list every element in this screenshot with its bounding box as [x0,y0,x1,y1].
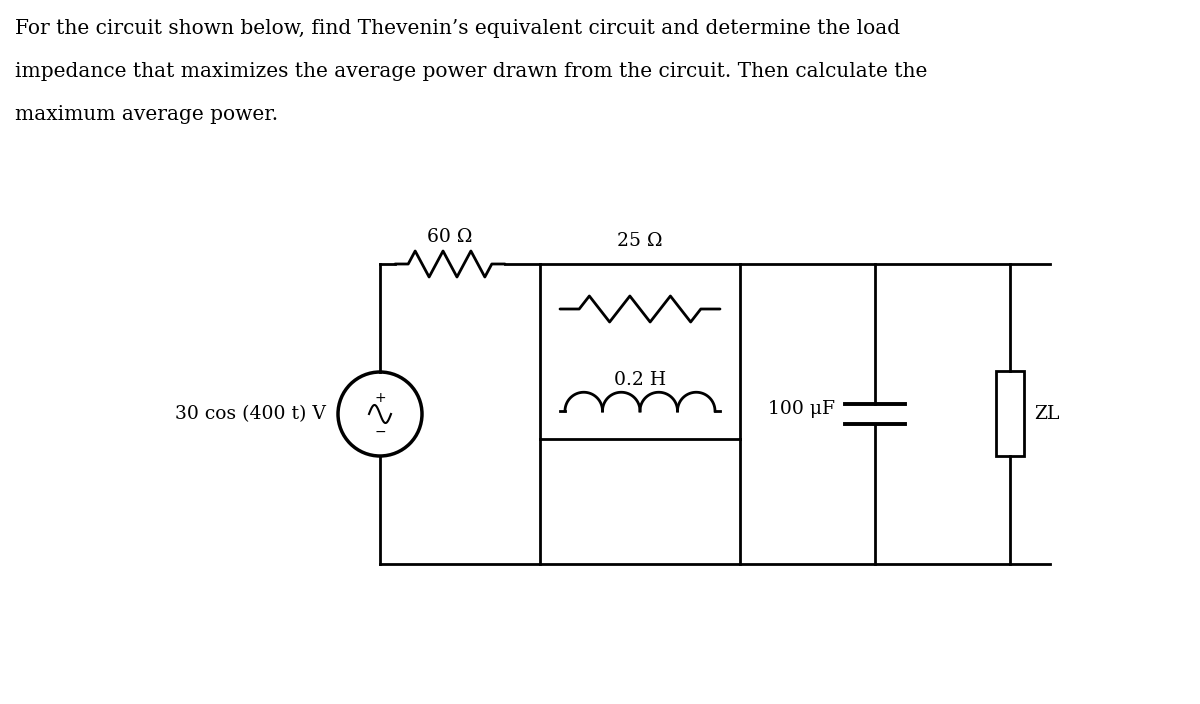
Text: 100 μF: 100 μF [768,400,835,418]
Text: 0.2 H: 0.2 H [614,371,666,389]
Text: 60 Ω: 60 Ω [427,228,473,246]
Text: maximum average power.: maximum average power. [14,105,278,124]
Text: For the circuit shown below, find Thevenin’s equivalent circuit and determine th: For the circuit shown below, find Theven… [14,19,900,38]
Text: impedance that maximizes the average power drawn from the circuit. Then calculat: impedance that maximizes the average pow… [14,62,928,81]
FancyBboxPatch shape [996,372,1024,456]
Text: 30 cos (400 t) V: 30 cos (400 t) V [175,405,326,423]
Text: −: − [374,425,386,439]
Text: +: + [374,391,386,405]
Text: ZL: ZL [1034,405,1060,423]
Text: 25 Ω: 25 Ω [617,232,662,250]
